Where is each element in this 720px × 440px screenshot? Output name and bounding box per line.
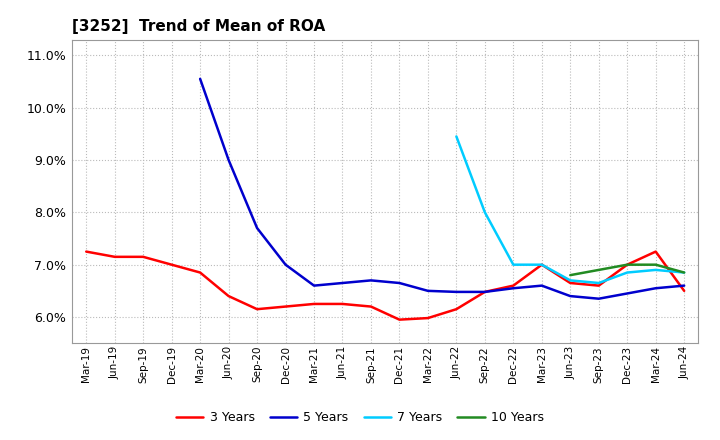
Line: 10 Years: 10 Years bbox=[570, 265, 684, 275]
3 Years bbox=[566, 280, 575, 286]
3 Years bbox=[480, 289, 489, 294]
10 Years bbox=[623, 262, 631, 268]
5 Years bbox=[395, 280, 404, 286]
5 Years bbox=[452, 289, 461, 294]
5 Years bbox=[196, 76, 204, 81]
5 Years bbox=[480, 289, 489, 294]
3 Years bbox=[282, 304, 290, 309]
10 Years bbox=[595, 267, 603, 272]
7 Years bbox=[566, 278, 575, 283]
3 Years bbox=[595, 283, 603, 288]
3 Years bbox=[338, 301, 347, 307]
3 Years bbox=[82, 249, 91, 254]
10 Years bbox=[566, 272, 575, 278]
7 Years bbox=[509, 262, 518, 268]
7 Years bbox=[595, 280, 603, 286]
5 Years bbox=[282, 262, 290, 268]
Line: 3 Years: 3 Years bbox=[86, 252, 684, 319]
3 Years bbox=[537, 262, 546, 268]
7 Years bbox=[537, 262, 546, 268]
5 Years bbox=[595, 296, 603, 301]
3 Years bbox=[225, 293, 233, 299]
5 Years bbox=[310, 283, 318, 288]
5 Years bbox=[253, 225, 261, 231]
5 Years bbox=[338, 280, 347, 286]
10 Years bbox=[680, 270, 688, 275]
7 Years bbox=[452, 134, 461, 139]
3 Years bbox=[253, 307, 261, 312]
5 Years bbox=[509, 286, 518, 291]
3 Years bbox=[110, 254, 119, 260]
3 Years bbox=[167, 262, 176, 268]
7 Years bbox=[480, 210, 489, 215]
7 Years bbox=[623, 270, 631, 275]
Line: 5 Years: 5 Years bbox=[200, 79, 684, 299]
Line: 7 Years: 7 Years bbox=[456, 136, 684, 283]
3 Years bbox=[196, 270, 204, 275]
5 Years bbox=[566, 293, 575, 299]
3 Years bbox=[452, 307, 461, 312]
Text: [3252]  Trend of Mean of ROA: [3252] Trend of Mean of ROA bbox=[72, 19, 325, 34]
7 Years bbox=[652, 267, 660, 272]
3 Years bbox=[310, 301, 318, 307]
5 Years bbox=[225, 158, 233, 163]
3 Years bbox=[623, 262, 631, 268]
3 Years bbox=[509, 283, 518, 288]
5 Years bbox=[423, 288, 432, 293]
3 Years bbox=[423, 315, 432, 321]
3 Years bbox=[139, 254, 148, 260]
7 Years bbox=[680, 270, 688, 275]
3 Years bbox=[652, 249, 660, 254]
5 Years bbox=[366, 278, 375, 283]
3 Years bbox=[680, 288, 688, 293]
3 Years bbox=[395, 317, 404, 322]
5 Years bbox=[680, 283, 688, 288]
10 Years bbox=[652, 262, 660, 268]
3 Years bbox=[366, 304, 375, 309]
5 Years bbox=[623, 291, 631, 296]
5 Years bbox=[537, 283, 546, 288]
5 Years bbox=[652, 286, 660, 291]
Legend: 3 Years, 5 Years, 7 Years, 10 Years: 3 Years, 5 Years, 7 Years, 10 Years bbox=[171, 407, 549, 429]
